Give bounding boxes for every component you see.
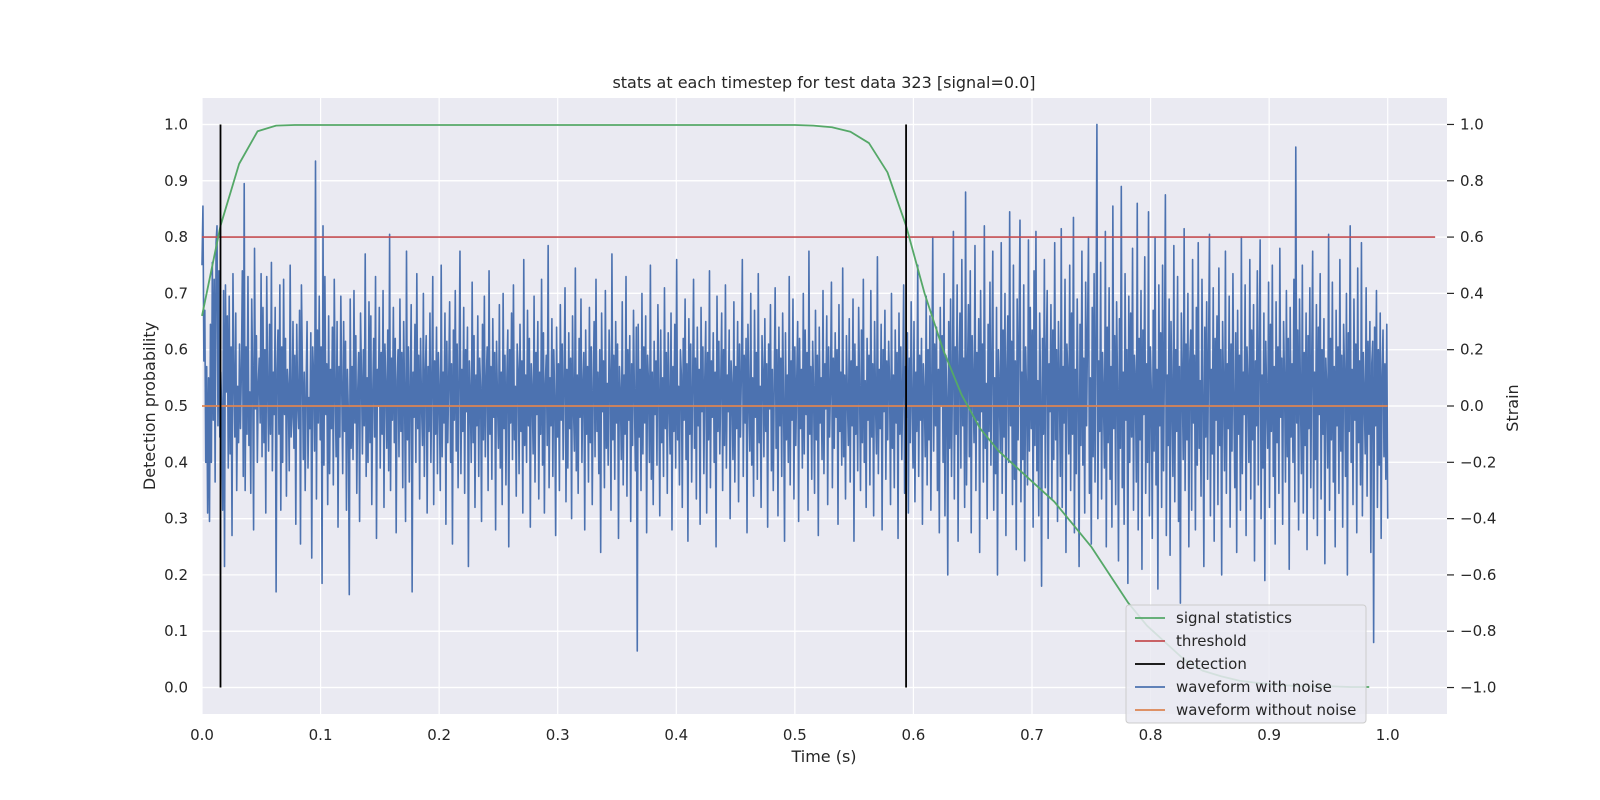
legend-label: waveform without noise	[1176, 701, 1356, 719]
series-layer	[201, 123, 1436, 688]
x-tick-label: 0.6	[901, 726, 925, 744]
y2-tick-label: 1.0	[1460, 115, 1484, 133]
x-axis-label: Time (s)	[790, 747, 856, 766]
y-tick-label: 0.9	[164, 172, 188, 190]
series-waveform-with-noise	[201, 123, 1389, 652]
x-tick-label: 0.8	[1139, 726, 1163, 744]
legend-label: signal statistics	[1176, 609, 1292, 627]
y2-tick-label: −1.0	[1460, 679, 1496, 697]
x-tick-label: 0.7	[1020, 726, 1044, 744]
y-tick-label: 0.4	[164, 453, 188, 471]
y-tick-label: 0.5	[164, 397, 188, 415]
y-tick-label: 0.3	[164, 510, 188, 528]
y-tick-label: 0.0	[164, 679, 188, 697]
x-tick-label: 0.3	[546, 726, 570, 744]
x-tick-label: 0.0	[190, 726, 214, 744]
y-tick-label: 0.1	[164, 622, 188, 640]
x-tick-label: 1.0	[1376, 726, 1400, 744]
chart-title: stats at each timestep for test data 323…	[612, 73, 1035, 92]
x-tick-label: 0.2	[427, 726, 451, 744]
y2-tick-label: −0.8	[1460, 622, 1496, 640]
y2-tick-label: 0.4	[1460, 284, 1484, 302]
x-tick-label: 0.1	[309, 726, 333, 744]
x-tick-label: 0.4	[664, 726, 688, 744]
y2-axis-label: Strain	[1503, 384, 1522, 431]
y2-tick-label: 0.2	[1460, 341, 1484, 359]
y2-tick-label: −0.4	[1460, 510, 1496, 528]
x-tick-label: 0.5	[783, 726, 807, 744]
legend-box	[1125, 604, 1367, 724]
y2-tick-label: −0.6	[1460, 566, 1496, 584]
y-tick-label: 1.0	[164, 115, 188, 133]
legend: signal statistics threshold detection wavef…	[1125, 604, 1367, 724]
y2-tick-label: 0.6	[1460, 228, 1484, 246]
y-tick-label: 0.7	[164, 284, 188, 302]
y-tick-label: 0.2	[164, 566, 188, 584]
y-axis-label: Detection probability	[140, 322, 159, 490]
y-tick-label: 0.8	[164, 228, 188, 246]
x-tick-label: 0.9	[1257, 726, 1281, 744]
y2-tick-label: 0.0	[1460, 397, 1484, 415]
y-tick-label: 0.6	[164, 341, 188, 359]
y2-tick-label: −0.2	[1460, 453, 1496, 471]
legend-label: waveform with noise	[1176, 678, 1332, 696]
tick-layer: 0.0 0.1 0.2 0.3 0.4 0.5 0.6 0.7 0.8 0.9 1.0 0.0 0.1 0…	[164, 115, 1496, 744]
legend-label: threshold	[1176, 632, 1247, 650]
y2-tick-label: 0.8	[1460, 172, 1484, 190]
legend-label: detection	[1176, 655, 1247, 673]
